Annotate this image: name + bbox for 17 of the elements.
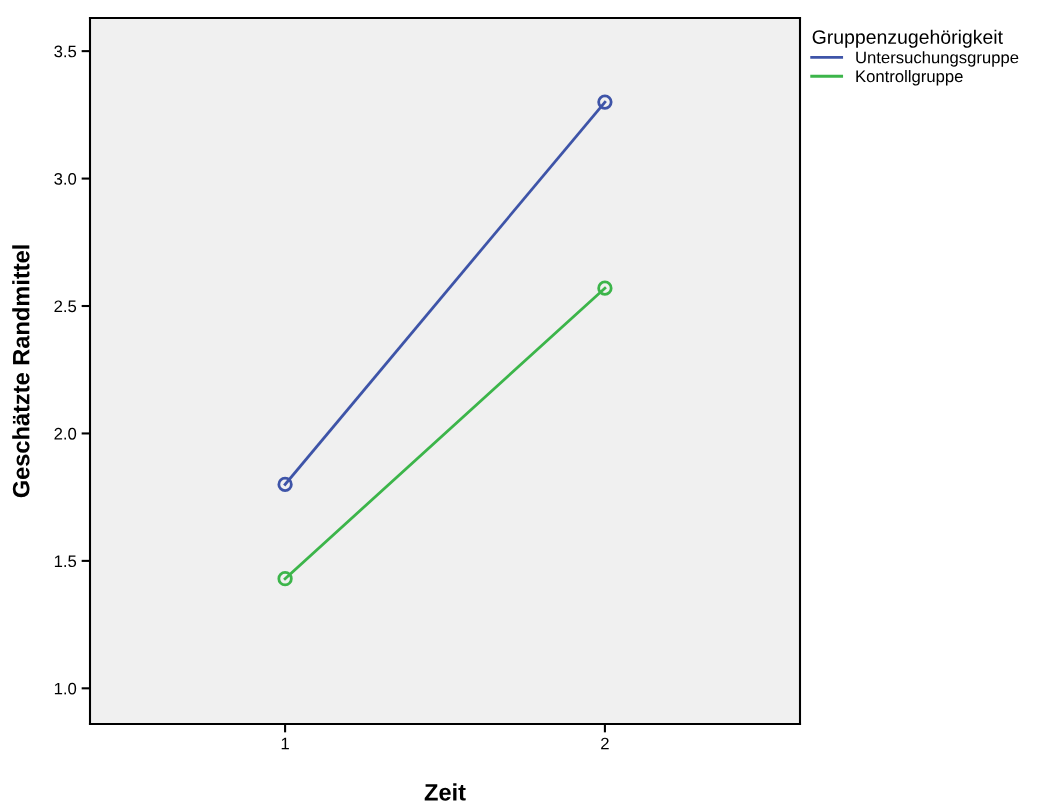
y-tick-label: 3.5 [54, 45, 77, 58]
y-tick-label: 2.5 [54, 300, 77, 313]
legend-label: Kontrollgruppe [856, 70, 963, 86]
x-tick-label: 1 [281, 737, 289, 750]
y-tick-label: 1.5 [54, 555, 77, 568]
y-axis-title: Geschätzte Randmittel [12, 245, 30, 498]
y-tick-label: 2.0 [54, 427, 77, 440]
legend-title: Gruppenzugehörigkeit [812, 29, 1003, 48]
y-tick-label: 1.0 [54, 682, 77, 695]
point [597, 280, 613, 296]
point [277, 476, 293, 493]
point [277, 571, 293, 587]
y-tick-label: 3.0 [54, 172, 77, 185]
point [597, 94, 613, 110]
legend-label: Untersuchungsgruppe [856, 51, 1019, 67]
x-tick-label: 2 [601, 737, 609, 750]
x-axis-title: Zeit [424, 783, 466, 801]
